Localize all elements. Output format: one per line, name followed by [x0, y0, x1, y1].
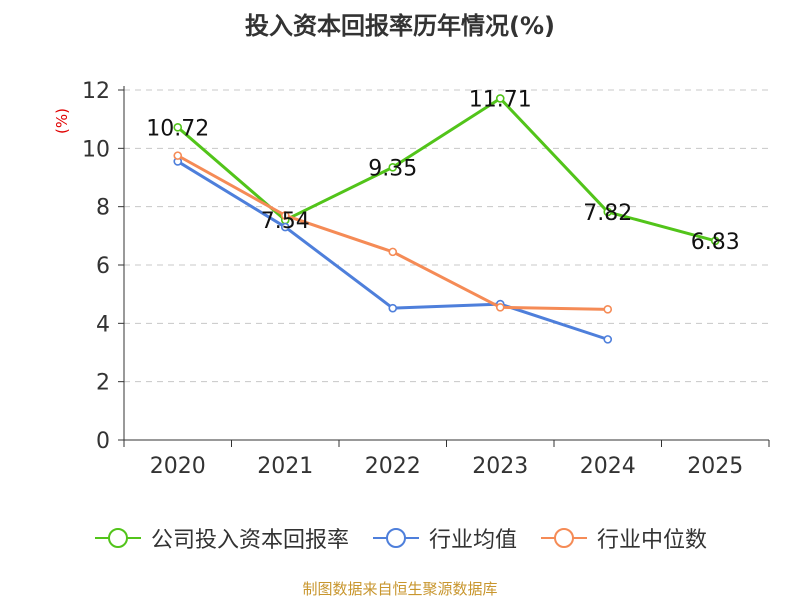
- y-tick-label: 6: [96, 254, 110, 279]
- data-point: [280, 222, 290, 232]
- legend-label-company: 公司投入资本回报率: [150, 528, 349, 553]
- y-tick-label: 12: [82, 79, 110, 104]
- legend-marker-industry-median-icon: [541, 528, 587, 548]
- legend-item-company[interactable]: 公司投入资本回报率: [93, 522, 349, 554]
- data-point: [495, 302, 505, 312]
- series-line-0: [176, 96, 716, 243]
- data-point: [388, 162, 398, 172]
- legend-label-industry-mean: 行业均值: [428, 528, 517, 553]
- y-tick-label: 4: [96, 312, 110, 337]
- data-source: 制图数据来自恒生聚源数据库: [302, 580, 498, 598]
- data-label: 10.72: [146, 116, 209, 141]
- data-point: [603, 207, 613, 217]
- y-tick-label: 2: [96, 371, 110, 396]
- data-label: 9.35: [368, 156, 417, 181]
- y-tick-label: 8: [96, 196, 110, 221]
- line-chart: 0 2 4 6 8 10 12 2020 2021 2022 2023 2024 2025 10.72 7.…: [82, 79, 770, 479]
- y-tick-label: 10: [82, 137, 110, 162]
- data-label: 11.71: [469, 87, 532, 112]
- chart-title: 投入资本回报率历年情况(%): [245, 12, 555, 40]
- legend-marker-company-icon: [94, 528, 141, 548]
- legend: 公司投入资本回报率 行业均值 行业中位数: [0, 520, 800, 556]
- data-point: [710, 236, 720, 246]
- data-point: [173, 123, 183, 132]
- y-tick-label: 0: [96, 429, 110, 454]
- data-point: [388, 247, 398, 257]
- legend-item-industry-median[interactable]: 行业中位数: [539, 522, 707, 554]
- legend-marker-industry-mean-icon: [372, 528, 419, 548]
- data-point: [495, 94, 505, 103]
- x-tick-label: 2025: [687, 454, 743, 479]
- legend-item-industry-mean[interactable]: 行业均值: [371, 522, 517, 554]
- data-label: 7.54: [261, 209, 310, 234]
- data-label: 7.82: [583, 201, 632, 226]
- x-tick-label: 2024: [580, 454, 636, 479]
- x-tick-label: 2020: [150, 454, 206, 479]
- data-point: [388, 303, 398, 313]
- data-label: 6.83: [691, 230, 740, 255]
- x-tick-label: 2023: [472, 454, 528, 479]
- legend-label-industry-median: 行业中位数: [597, 528, 708, 553]
- data-point: [280, 211, 290, 220]
- x-tick-label: 2021: [257, 454, 313, 479]
- data-point: [603, 305, 613, 314]
- data-point: [603, 335, 613, 344]
- data-point: [173, 151, 183, 160]
- x-tick-label: 2022: [365, 454, 421, 479]
